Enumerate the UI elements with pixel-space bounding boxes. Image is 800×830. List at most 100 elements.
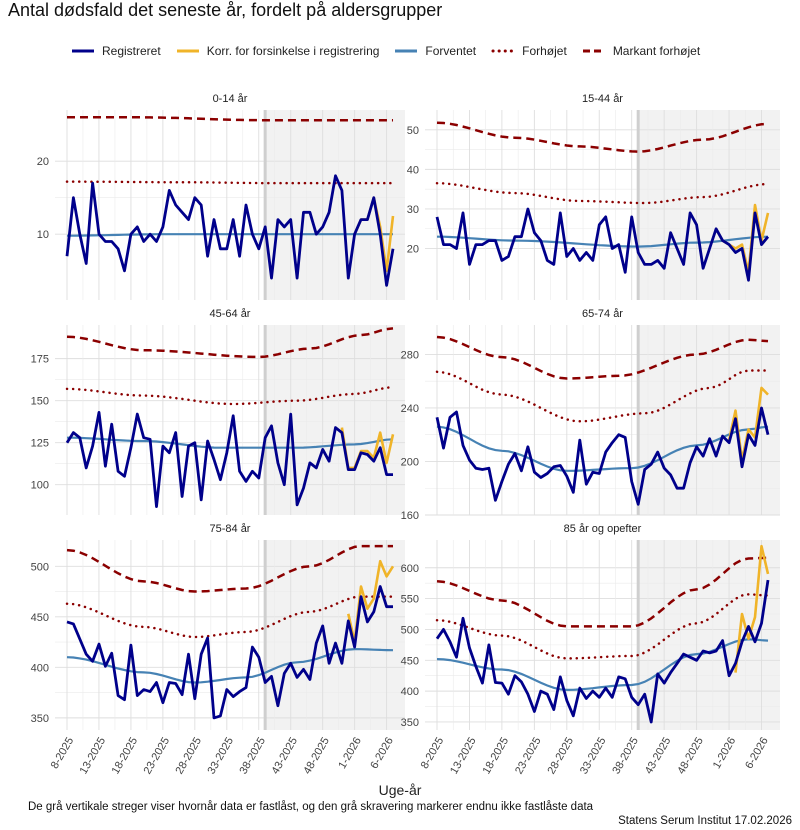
panel-3-elevated-line: [65, 385, 395, 406]
panel-5-x-tick-label: 23-2025: [142, 735, 173, 776]
panel-4-y-tick-label: 160: [401, 510, 419, 522]
panel-2-marked-elevated-line: [436, 121, 769, 153]
panel-6-y-tick-label: 350: [401, 717, 419, 729]
panel-5-x-tick-label: 8-2025: [49, 735, 77, 771]
panel-2-elevated-line: [435, 181, 770, 205]
panel-6-x-tick-label: 18-2025: [481, 735, 512, 776]
panel-5-x-tick-label: 6-2026: [368, 735, 396, 771]
x-axis-title: Uge-år: [378, 782, 422, 798]
legend-label-corrected: Korr. for forsinkelse i registrering: [206, 44, 380, 58]
panel-5-y-tick-label: 350: [31, 713, 49, 725]
legend: Registreret Korr. for forsinkelse i regi…: [70, 42, 714, 60]
panel-2-y-tick-label: 20: [407, 244, 419, 256]
legend-label-marked: Markant forhøjet: [612, 44, 701, 58]
panel-1-y-tick-label: 20: [37, 156, 49, 168]
panel-5-title: 75-84 år: [210, 523, 251, 535]
legend-swatch-elevated: [491, 49, 516, 53]
panel-3-title: 45-64 år: [210, 308, 251, 320]
panel-4-expected-line: [436, 425, 769, 472]
panel-4-corrected-line: [727, 386, 769, 462]
panel-2: 20 30 40 50 15-44 år: [407, 93, 780, 300]
legend-label-expected: Forventet: [425, 44, 477, 58]
panel-3-y-tick-label: 150: [31, 396, 49, 408]
panel-2-unlocked-shading: [638, 110, 780, 300]
panel-5-y-tick-label: 400: [31, 662, 49, 674]
panel-3-expected-line: [67, 436, 394, 449]
legend-item-elevated: Forhøjet: [490, 44, 567, 58]
panel-3-marked-elevated-line: [66, 327, 394, 359]
panel-4-y-tick-label: 280: [401, 349, 419, 361]
panel-4-registered-line: [435, 406, 770, 506]
panel-2-y-tick-label: 50: [407, 125, 419, 137]
panel-3-y-tick-label: 175: [31, 354, 49, 366]
panel-5-x-tick-label: 38-2025: [237, 735, 268, 776]
legend-swatch-corrected: [176, 49, 199, 53]
panel-3: 100 125 150 175 45-64 år: [31, 308, 405, 515]
legend-label-registered: Registreret: [102, 44, 161, 58]
panel-5-y-tick-label: 450: [31, 612, 49, 624]
panel-6-y-tick-label: 500: [401, 624, 419, 636]
legend-swatch-expected: [395, 49, 418, 53]
panel-1-unlocked-shading: [265, 110, 405, 300]
panel-5-y-tick-label: 500: [31, 561, 49, 573]
panel-1-marked-elevated-line: [67, 116, 393, 122]
panel-6-y-tick-label: 600: [401, 563, 419, 575]
panel-6-x-tick-label: 43-2025: [643, 735, 674, 776]
panel-3-corrected-line: [340, 427, 395, 470]
panel-4-title: 65-74 år: [582, 308, 623, 320]
panel-1-title: 0-14 år: [213, 93, 248, 105]
panel-3-y-tick-label: 100: [31, 480, 49, 492]
footnote: De grå vertikale streger viser hvornår d…: [28, 801, 594, 813]
panel-6-x-tick-label: 28-2025: [545, 735, 576, 776]
panel-2-title: 15-44 år: [582, 93, 623, 105]
panel-5-unlocked-shading: [265, 540, 405, 730]
panel-2-y-tick-label: 30: [407, 204, 419, 216]
panel-6-corrected-line: [734, 544, 770, 673]
panel-5-x-tick-label: 18-2025: [110, 735, 141, 776]
panel-6-x-tick-label: 6-2026: [743, 735, 771, 771]
panel-3-y-tick-label: 125: [31, 438, 49, 450]
panel-4: 160 200 240 280 65-74 år: [401, 308, 780, 522]
panel-5-registered-line: [66, 585, 393, 720]
legend-item-corrected: Korr. for forsinkelse i registrering: [175, 44, 380, 58]
panel-5-x-tick-label: 1-2026: [336, 735, 364, 771]
panel-6-registered-line: [435, 579, 770, 724]
panel-1-elevated-line: [65, 180, 395, 185]
panel-6-x-tick-label: 33-2025: [578, 735, 609, 776]
panel-6-elevated-line: [435, 593, 770, 660]
chart-title: Antal dødsfald det seneste år, fordelt p…: [8, 0, 443, 20]
panel-6-title: 85 år og opefter: [564, 523, 642, 535]
panel-1: 10 20 0-14 år: [37, 93, 405, 300]
panel-5-marked-elevated-line: [66, 544, 393, 593]
panel-5-x-tick-label: 13-2025: [78, 735, 109, 776]
panel-6-y-tick-label: 450: [401, 655, 419, 667]
panel-5-x-tick-label: 48-2025: [301, 735, 332, 776]
panel-1-y-tick-label: 10: [37, 229, 49, 241]
panel-6-x-tick-label: 38-2025: [610, 735, 641, 776]
panel-5-x-tick-label: 33-2025: [205, 735, 236, 776]
legend-item-registered: Registreret: [70, 44, 161, 58]
panel-6-x-tick-label: 1-2026: [711, 735, 739, 771]
panel-1-registered-line: [65, 174, 395, 287]
panel-6-x-tick-label: 48-2025: [675, 735, 706, 776]
panel-6-marked-elevated-line: [436, 556, 769, 628]
panel-6-x-tick-label: 23-2025: [513, 735, 544, 776]
legend-item-expected: Forventet: [393, 44, 476, 58]
panel-4-y-tick-label: 240: [401, 403, 419, 415]
legend-swatch-marked: [582, 49, 605, 53]
panel-5-x-tick-label: 43-2025: [269, 735, 300, 776]
panel-6-y-tick-label: 550: [401, 594, 419, 606]
panel-4-marked-elevated-line: [436, 335, 769, 380]
legend-item-marked: Markant forhøjet: [581, 44, 700, 58]
panel-3-unlocked-shading: [265, 325, 405, 515]
panel-6-x-tick-label: 13-2025: [448, 735, 479, 776]
panel-4-elevated-line: [435, 369, 770, 423]
panel-3-registered-line: [65, 411, 393, 508]
panel-2-y-tick-label: 40: [407, 164, 419, 176]
panel-5: 350 400 450 500 75-84 år 8-2025 13-2025 18-2025…: [31, 523, 405, 776]
legend-label-elevated: Forhøjet: [522, 44, 567, 58]
panel-6: 350 400 450 500 550 600 85 år og opefter 8-2025…: [401, 523, 780, 776]
legend-swatch-registered: [72, 49, 94, 53]
panel-6-y-tick-label: 400: [401, 686, 419, 698]
